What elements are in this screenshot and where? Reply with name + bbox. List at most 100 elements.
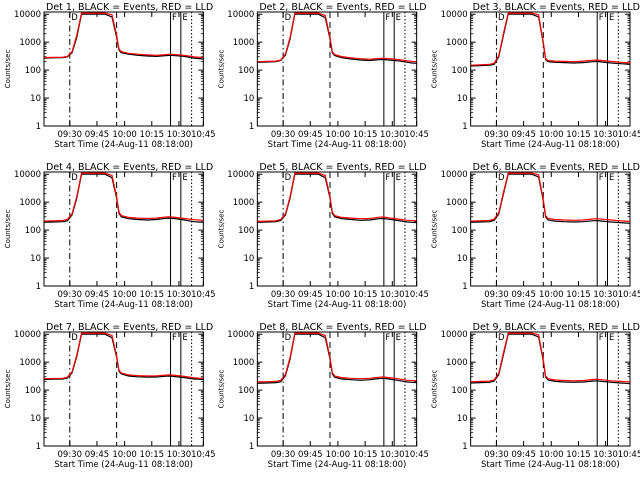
y-tick-label: 1000: [446, 198, 468, 208]
y-tick-label: 10: [30, 94, 41, 104]
x-tick-label: 09:30: [271, 450, 296, 460]
x-tick-label: 09:30: [484, 450, 509, 460]
series-line-events: [257, 333, 417, 384]
series-line-lld: [257, 172, 417, 222]
y-tick-label: 1000: [19, 38, 41, 48]
series-line-lld: [470, 332, 630, 383]
x-tick-label: 10:30: [380, 450, 405, 460]
x-axis-label: Start Time (24-Aug-11 08:18:00): [54, 300, 193, 310]
x-axis-label: Start Time (24-Aug-11 08:18:00): [54, 460, 193, 470]
y-tick-label: 1000: [19, 198, 41, 208]
y-tick-label: 1: [462, 442, 467, 452]
plot-frame: [470, 11, 631, 127]
y-axis-label: Counts/sec: [4, 50, 12, 89]
x-tick-label: 09:30: [484, 130, 509, 140]
y-tick-label: 10: [457, 94, 468, 104]
event-marker-label: E: [396, 13, 401, 23]
y-tick-label: 100: [451, 386, 467, 396]
event-marker-label: F: [599, 13, 604, 23]
series-line-events: [257, 13, 417, 64]
y-tick-label: 100: [25, 66, 41, 76]
x-tick-label: 10:00: [112, 130, 137, 140]
x-tick-label: 10:45: [191, 450, 216, 460]
y-tick-label: 10: [244, 254, 255, 264]
x-tick-label: 10:30: [593, 130, 618, 140]
chart-panel-5: Det 5, BLACK = Events, RED = LLD 1 10 100 10…: [217, 162, 429, 310]
series-line-events: [470, 333, 630, 385]
x-axis-label: Start Time (24-Aug-11 08:18:00): [481, 460, 620, 470]
chart-panel-4: Det 4, BLACK = Events, RED = LLD 1 10 100 10…: [4, 162, 216, 310]
y-axis-label: Counts/sec: [4, 370, 12, 409]
series-line-events: [470, 173, 630, 224]
chart-title: Det 1, BLACK = Events, RED = LLD: [46, 2, 213, 13]
event-marker-label: F: [172, 333, 177, 343]
series-line-lld: [257, 12, 417, 63]
y-tick-label: 1000: [233, 198, 255, 208]
event-marker-label: F: [172, 173, 177, 183]
event-marker-label: D: [71, 13, 78, 23]
y-tick-label: 10000: [14, 330, 41, 340]
y-tick-label: 100: [451, 66, 467, 76]
y-tick-label: 1000: [233, 38, 255, 48]
series-line-lld: [44, 12, 204, 59]
x-tick-label: 10:30: [593, 290, 618, 300]
event-marker-label: D: [498, 13, 505, 23]
plot-frame: [256, 331, 418, 447]
x-tick-label: 09:30: [58, 290, 83, 300]
y-tick-label: 1: [36, 442, 41, 452]
x-tick-label: 10:45: [404, 450, 429, 460]
x-tick-label: 10:30: [380, 130, 405, 140]
chart-panel-6: Det 6, BLACK = Events, RED = LLD 1 10 100 10…: [431, 162, 640, 310]
y-tick-label: 100: [238, 66, 254, 76]
x-axis-label: Start Time (24-Aug-11 08:18:00): [481, 300, 620, 310]
x-tick-label: 09:30: [484, 290, 509, 300]
x-tick-label: 10:45: [618, 130, 640, 140]
x-tick-label: 10:15: [566, 290, 591, 300]
x-tick-label: 10:00: [112, 290, 137, 300]
x-tick-label: 10:15: [140, 130, 165, 140]
y-axis-label: Counts/sec: [217, 370, 225, 409]
y-tick-label: 10000: [441, 170, 468, 180]
x-tick-label: 10:15: [566, 450, 591, 460]
chart-panel-7: Det 7, BLACK = Events, RED = LLD 1 10 100 10…: [4, 322, 216, 470]
y-tick-label: 1000: [233, 358, 255, 368]
plot-frame: [43, 331, 204, 447]
y-tick-label: 10000: [14, 170, 41, 180]
y-tick-label: 1000: [446, 38, 468, 48]
y-tick-label: 1: [36, 122, 41, 132]
event-marker-label: E: [396, 173, 401, 183]
y-tick-label: 100: [238, 226, 254, 236]
event-marker-label: E: [609, 13, 614, 23]
x-tick-label: 10:00: [326, 290, 351, 300]
x-tick-label: 10:00: [326, 130, 351, 140]
y-tick-label: 1000: [446, 358, 468, 368]
event-marker-label: D: [71, 333, 78, 343]
y-tick-label: 1: [36, 282, 41, 292]
chart-title: Det 2, BLACK = Events, RED = LLD: [259, 2, 426, 13]
x-tick-label: 09:30: [58, 130, 83, 140]
x-tick-label: 09:45: [298, 130, 323, 140]
event-marker-label: E: [182, 333, 187, 343]
chart-panel-3: Det 3, BLACK = Events, RED = LLD 1 10 100 10…: [431, 2, 640, 150]
y-tick-label: 1: [249, 442, 254, 452]
event-marker-label: E: [609, 173, 614, 183]
x-tick-label: 09:45: [511, 290, 536, 300]
series-line-events: [44, 333, 204, 381]
y-tick-label: 10000: [227, 330, 254, 340]
y-tick-label: 10: [30, 414, 41, 424]
x-tick-label: 09:30: [58, 450, 83, 460]
chart-title: Det 3, BLACK = Events, RED = LLD: [473, 2, 640, 13]
x-tick-label: 10:00: [539, 290, 564, 300]
x-tick-label: 10:00: [326, 450, 351, 460]
x-tick-label: 09:45: [85, 130, 110, 140]
x-tick-label: 10:15: [140, 290, 165, 300]
y-tick-label: 10000: [227, 10, 254, 20]
x-tick-label: 10:45: [404, 130, 429, 140]
y-tick-label: 10: [244, 94, 255, 104]
x-tick-label: 09:45: [511, 130, 536, 140]
event-marker-label: E: [182, 173, 187, 183]
y-tick-label: 1000: [19, 358, 41, 368]
event-marker-label: D: [285, 173, 292, 183]
x-tick-label: 10:45: [191, 130, 216, 140]
chart-title: Det 7, BLACK = Events, RED = LLD: [46, 322, 213, 333]
